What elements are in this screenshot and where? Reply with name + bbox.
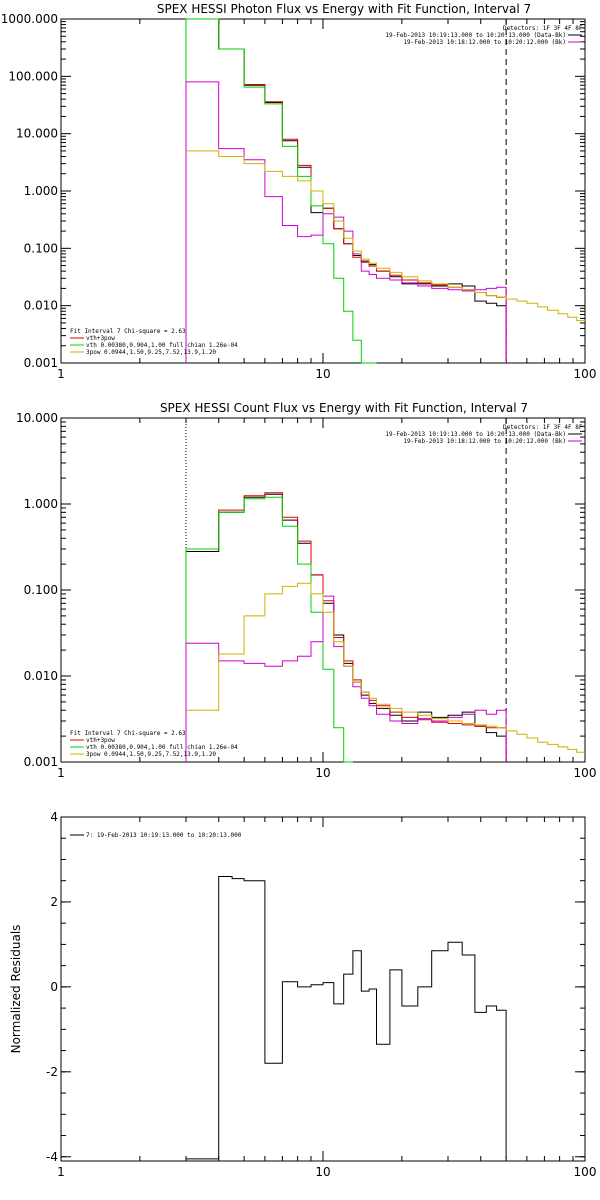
series-0-line <box>185 493 507 762</box>
count-axis-ticks: 1 10 100 0.001 0.010 0.100 1.000 10.000 <box>16 411 596 780</box>
residuals-panel: Normalized Residuals 1 10 100 -4 -2 0 2 4 7: 19… <box>9 810 596 1179</box>
count-legend-bottom-left: Fit Interval 7 Chi-square = 2.63 vth+3po… <box>70 730 238 758</box>
residuals-series <box>186 876 507 1160</box>
y-tick-label: 1000.000 <box>1 12 58 26</box>
count-fit-entry-vth: vth 0.00380,0.904,1.00 full chian 1.26e-… <box>86 744 238 751</box>
y-tick-label: 0.010 <box>24 669 58 683</box>
series-4-line <box>186 150 585 322</box>
count-chart-title: SPEX HESSI Count Flux vs Energy with Fit… <box>160 401 528 415</box>
y-tick-label: 1.000 <box>24 497 58 511</box>
count-fit-header: Fit Interval 7 Chi-square = 2.63 <box>70 730 186 737</box>
count-legend-entry-data: 19-Feb-2013 10:19:13.000 to 10:20:13.000… <box>385 431 566 438</box>
count-series <box>185 492 585 763</box>
x-tick-label: 10 <box>315 367 330 381</box>
y-tick-label: 10.000 <box>16 127 58 141</box>
series-1-line <box>185 492 507 762</box>
series-3-line <box>185 81 507 363</box>
photon-legend-entry-data: 19-Feb-2013 10:19:13.000 to 10:20:13.000… <box>385 32 566 39</box>
residuals-axis-ticks: 1 10 100 -4 -2 0 2 4 <box>46 810 596 1179</box>
y-tick-label: 0 <box>50 980 58 994</box>
y-tick-label: 0.001 <box>24 356 58 370</box>
series-2-line <box>185 18 377 364</box>
y-tick-label: 4 <box>50 810 58 824</box>
count-flux-panel: SPEX HESSI Count Flux vs Energy with Fit… <box>16 401 596 780</box>
y-tick-label: 2 <box>50 895 58 909</box>
photon-series <box>185 18 585 364</box>
y-tick-label: 1.000 <box>24 184 58 198</box>
photon-fit-header: Fit Interval 7 Chi-square = 2.63 <box>70 328 186 335</box>
x-tick-label: 100 <box>574 367 597 381</box>
photon-legend-top-right: Detectors: 1F 3F 4F 8F 19-Feb-2013 10:19… <box>385 25 582 46</box>
series-0-line <box>186 876 507 1160</box>
x-tick-label: 10 <box>315 1165 330 1179</box>
photon-chart-title: SPEX HESSI Photon Flux vs Energy with Fi… <box>157 2 531 16</box>
y-tick-label: 0.010 <box>24 299 58 313</box>
x-tick-label: 10 <box>315 766 330 780</box>
y-tick-label: 100.000 <box>8 69 58 83</box>
count-fit-entry-3pow: 3pow 0.0944,1.50,9.25,7.52,13.9,1.20 <box>86 751 216 758</box>
count-legend-top-right: Detectors: 1F 3F 4F 8F 19-Feb-2013 10:19… <box>385 424 582 445</box>
count-legend-header: Detectors: 1F 3F 4F 8F <box>503 424 583 431</box>
count-limit-lines <box>185 418 507 762</box>
photon-flux-panel: SPEX HESSI Photon Flux vs Energy with Fi… <box>1 2 597 381</box>
y-tick-label: 0.100 <box>24 583 58 597</box>
y-tick-label: 0.001 <box>24 755 58 769</box>
photon-axis-ticks: 1 10 100 0.001 0.010 0.100 1.000 10.000 100.000 1… <box>1 12 597 381</box>
count-legend-entry-bk: 19-Feb-2013 10:18:12.000 to 10:20:12.000… <box>403 438 566 445</box>
residuals-y-axis-label: Normalized Residuals <box>9 925 23 1054</box>
photon-fit-entry-3pow: 3pow 0.0944,1.50,9.25,7.52,13.9,1.20 <box>86 349 216 356</box>
series-2-line <box>185 496 353 763</box>
series-3-line <box>185 595 507 762</box>
y-tick-label: -2 <box>46 1065 58 1079</box>
y-tick-label: 10.000 <box>16 411 58 425</box>
x-tick-label: 100 <box>574 1165 597 1179</box>
residuals-legend-entry: 7: 19-Feb-2013 10:19:13.000 to 10:20:13.… <box>86 832 242 839</box>
series-4-line <box>186 582 585 753</box>
photon-fit-entry-total: vth+3pow <box>86 335 115 342</box>
photon-fit-entry-vth: vth 0.00380,0.904,1.00 full chian 1.26e-… <box>86 342 238 349</box>
photon-legend-entry-bk: 19-Feb-2013 10:18:12.000 to 10:20:12.000… <box>403 39 566 46</box>
residuals-legend: 7: 19-Feb-2013 10:19:13.000 to 10:20:13.… <box>70 832 242 839</box>
photon-legend-header: Detectors: 1F 3F 4F 8F <box>503 25 583 32</box>
x-tick-label: 1 <box>57 367 65 381</box>
count-fit-entry-total: vth+3pow <box>86 737 115 744</box>
y-tick-label: 0.100 <box>24 241 58 255</box>
x-tick-label: 1 <box>57 766 65 780</box>
x-tick-label: 100 <box>574 766 597 780</box>
x-tick-label: 1 <box>57 1165 65 1179</box>
y-tick-label: -4 <box>46 1150 58 1164</box>
photon-legend-bottom-left: Fit Interval 7 Chi-square = 2.63 vth+3po… <box>70 328 238 356</box>
